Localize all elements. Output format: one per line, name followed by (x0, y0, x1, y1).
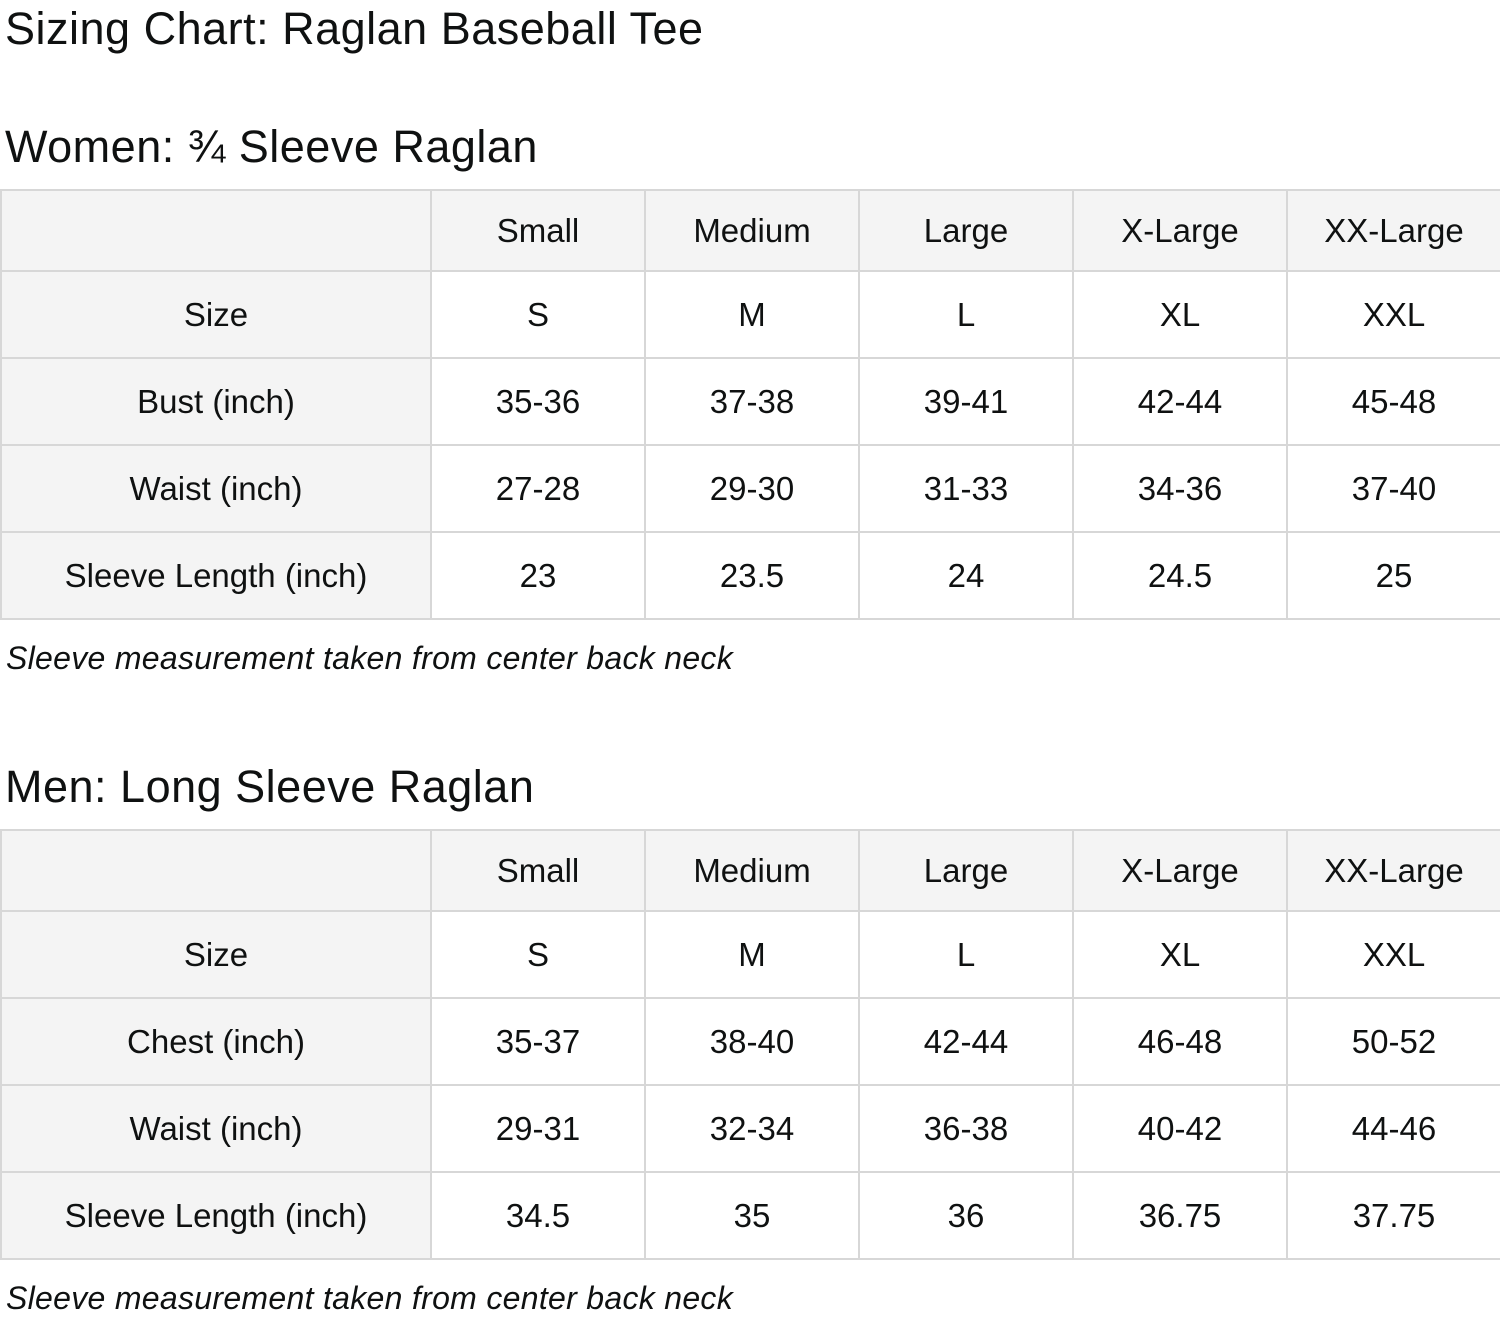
cell: 46-48 (1072, 997, 1288, 1086)
cell: 24 (858, 531, 1074, 620)
cell: 36.75 (1072, 1171, 1288, 1260)
column-header-xx-large: XX-Large (1286, 829, 1500, 912)
cell: 35-37 (430, 997, 646, 1086)
row-label: Chest (inch) (0, 997, 432, 1086)
column-header-small: Small (430, 189, 646, 272)
page-title: Sizing Chart: Raglan Baseball Tee (5, 3, 704, 54)
cell: 45-48 (1286, 357, 1500, 446)
cell: XL (1072, 270, 1288, 359)
cell: XXL (1286, 910, 1500, 999)
table-row-waist: Waist (inch) 27-28 29-30 31-33 34-36 37-… (0, 444, 1500, 533)
column-header-medium: Medium (644, 189, 860, 272)
cell: 37-40 (1286, 444, 1500, 533)
table-row-sleeve-length: Sleeve Length (inch) 34.5 35 36 36.75 37… (0, 1171, 1500, 1260)
table-row-chest: Chest (inch) 35-37 38-40 42-44 46-48 50-… (0, 997, 1500, 1086)
men-table-note: Sleeve measurement taken from center bac… (6, 1280, 734, 1316)
row-label: Sleeve Length (inch) (0, 531, 432, 620)
column-header-large: Large (858, 829, 1074, 912)
cell: 27-28 (430, 444, 646, 533)
cell: XL (1072, 910, 1288, 999)
table-row-sleeve-length: Sleeve Length (inch) 23 23.5 24 24.5 25 (0, 531, 1500, 620)
cell: 42-44 (1072, 357, 1288, 446)
row-label: Bust (inch) (0, 357, 432, 446)
table-row-waist: Waist (inch) 29-31 32-34 36-38 40-42 44-… (0, 1084, 1500, 1173)
cell: 35-36 (430, 357, 646, 446)
cell: 40-42 (1072, 1084, 1288, 1173)
cell: 32-34 (644, 1084, 860, 1173)
cell: 37-38 (644, 357, 860, 446)
cell: 36-38 (858, 1084, 1074, 1173)
row-label: Sleeve Length (inch) (0, 1171, 432, 1260)
cell: 25 (1286, 531, 1500, 620)
corner-cell (0, 829, 432, 912)
cell: 38-40 (644, 997, 860, 1086)
cell: 36 (858, 1171, 1074, 1260)
cell: 23.5 (644, 531, 860, 620)
cell: 39-41 (858, 357, 1074, 446)
row-label: Waist (inch) (0, 444, 432, 533)
cell: 34.5 (430, 1171, 646, 1260)
cell: 37.75 (1286, 1171, 1500, 1260)
column-header-medium: Medium (644, 829, 860, 912)
cell: 42-44 (858, 997, 1074, 1086)
cell: 24.5 (1072, 531, 1288, 620)
row-label: Waist (inch) (0, 1084, 432, 1173)
row-label: Size (0, 270, 432, 359)
cell: S (430, 910, 646, 999)
column-header-x-large: X-Large (1072, 829, 1288, 912)
table-header-row: Small Medium Large X-Large XX-Large (0, 829, 1500, 912)
column-header-x-large: X-Large (1072, 189, 1288, 272)
women-table-note: Sleeve measurement taken from center bac… (6, 640, 734, 676)
men-section-heading: Men: Long Sleeve Raglan (5, 761, 535, 812)
cell: 29-31 (430, 1084, 646, 1173)
cell: L (858, 270, 1074, 359)
column-header-large: Large (858, 189, 1074, 272)
table-header-row: Small Medium Large X-Large XX-Large (0, 189, 1500, 272)
cell: M (644, 270, 860, 359)
women-sizing-table: Small Medium Large X-Large XX-Large Size… (0, 189, 1500, 620)
table-row-size: Size S M L XL XXL (0, 910, 1500, 999)
column-header-xx-large: XX-Large (1286, 189, 1500, 272)
cell: 44-46 (1286, 1084, 1500, 1173)
cell: 50-52 (1286, 997, 1500, 1086)
column-header-small: Small (430, 829, 646, 912)
table-row-size: Size S M L XL XXL (0, 270, 1500, 359)
cell: L (858, 910, 1074, 999)
cell: S (430, 270, 646, 359)
men-sizing-table: Small Medium Large X-Large XX-Large Size… (0, 829, 1500, 1260)
women-section-heading: Women: ¾ Sleeve Raglan (5, 121, 538, 172)
cell: M (644, 910, 860, 999)
corner-cell (0, 189, 432, 272)
cell: 31-33 (858, 444, 1074, 533)
cell: XXL (1286, 270, 1500, 359)
cell: 34-36 (1072, 444, 1288, 533)
table-row-bust: Bust (inch) 35-36 37-38 39-41 42-44 45-4… (0, 357, 1500, 446)
cell: 35 (644, 1171, 860, 1260)
row-label: Size (0, 910, 432, 999)
cell: 23 (430, 531, 646, 620)
cell: 29-30 (644, 444, 860, 533)
